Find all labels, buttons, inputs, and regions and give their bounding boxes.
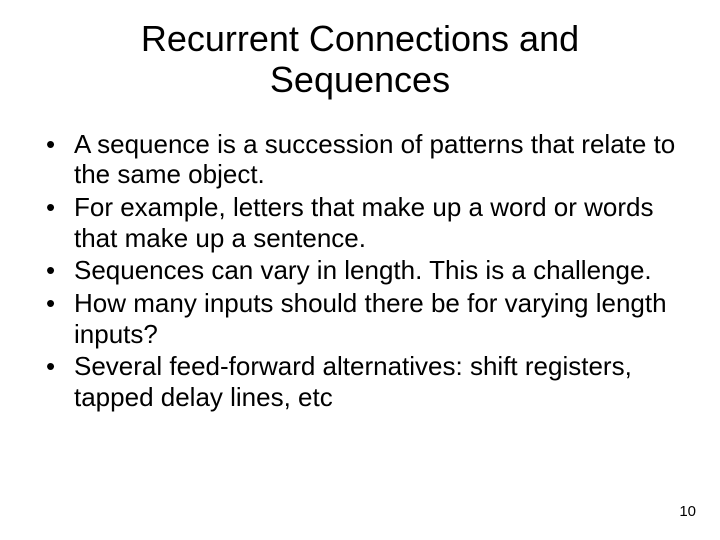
slide: Recurrent Connections and Sequences A se… bbox=[0, 0, 720, 540]
slide-body: A sequence is a succession of patterns t… bbox=[0, 101, 720, 413]
bullet-item: Sequences can vary in length. This is a … bbox=[40, 255, 680, 286]
bullet-list: A sequence is a succession of patterns t… bbox=[40, 129, 680, 413]
page-number: 10 bbox=[679, 503, 696, 520]
bullet-item: A sequence is a succession of patterns t… bbox=[40, 129, 680, 190]
bullet-item: For example, letters that make up a word… bbox=[40, 192, 680, 253]
bullet-item: How many inputs should there be for vary… bbox=[40, 288, 680, 349]
slide-title: Recurrent Connections and Sequences bbox=[0, 0, 720, 101]
bullet-item: Several feed-forward alternatives: shift… bbox=[40, 351, 680, 412]
